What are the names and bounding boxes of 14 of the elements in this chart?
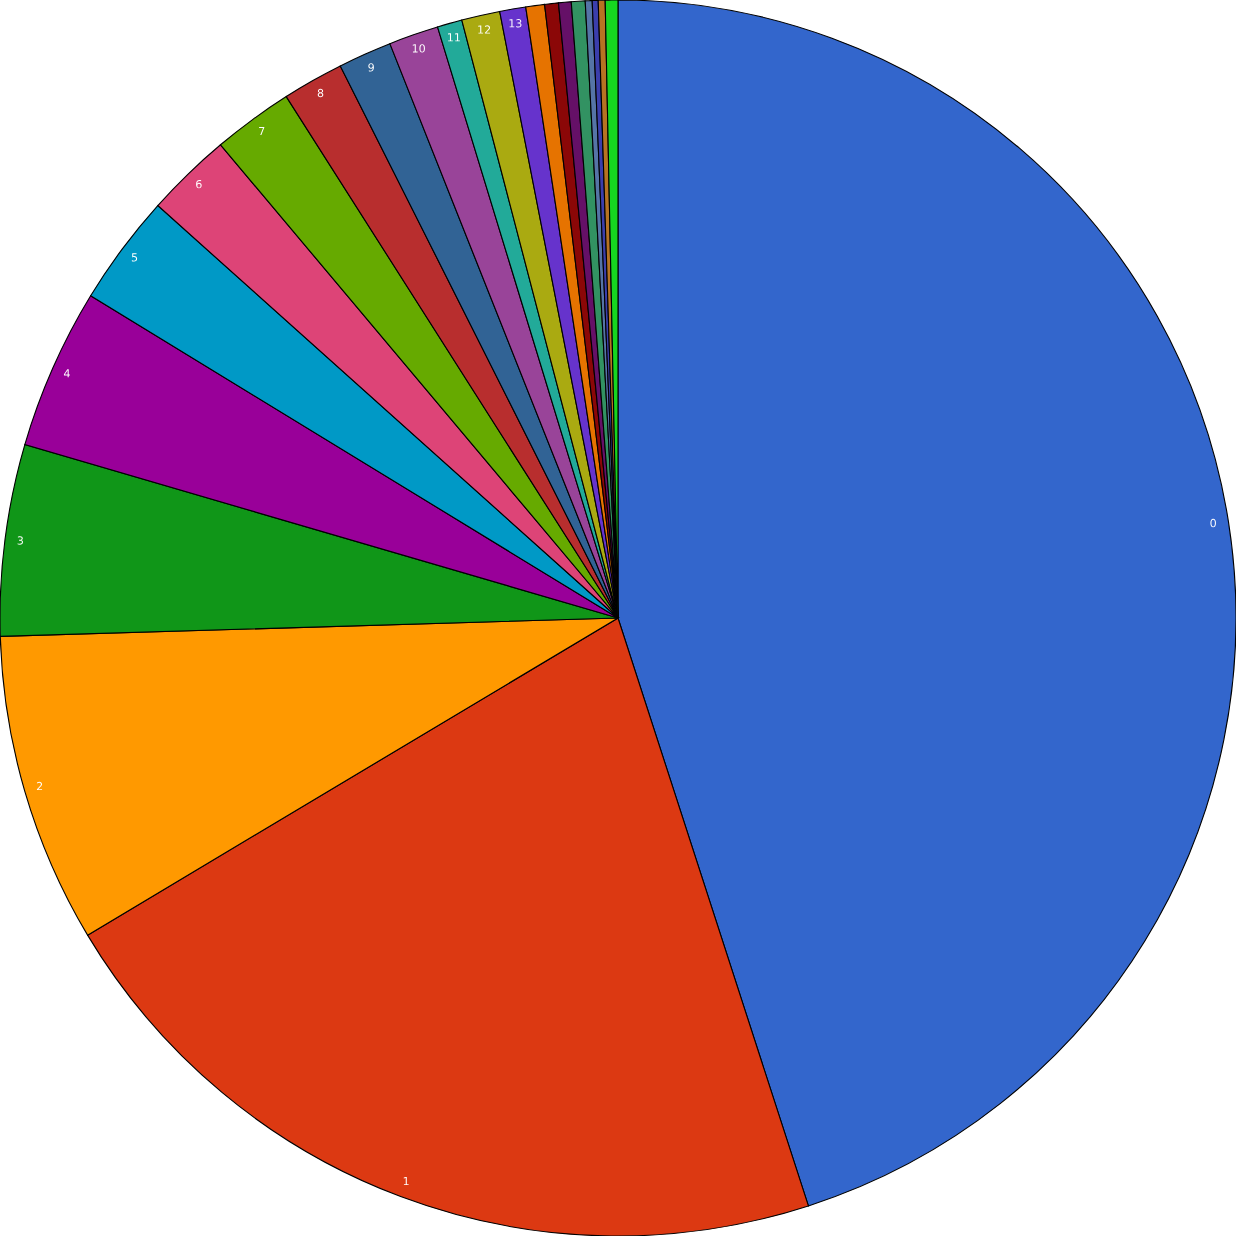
slice-label: 2 bbox=[36, 781, 43, 791]
slice-label: 12 bbox=[478, 25, 491, 34]
slice-label: 11 bbox=[447, 33, 460, 42]
slice-label: 0 bbox=[1210, 518, 1216, 528]
slice-label: 9 bbox=[368, 63, 374, 72]
slice-label: 5 bbox=[131, 253, 138, 262]
slice-label: 1 bbox=[403, 1177, 409, 1186]
slice-label: 6 bbox=[196, 179, 202, 189]
slice-label: 7 bbox=[259, 127, 265, 136]
slice-label: 4 bbox=[63, 369, 70, 378]
slice-label: 3 bbox=[17, 536, 23, 545]
slice-label: 13 bbox=[509, 19, 522, 28]
slice-label: 8 bbox=[317, 88, 324, 98]
slice-label: 10 bbox=[412, 44, 425, 53]
